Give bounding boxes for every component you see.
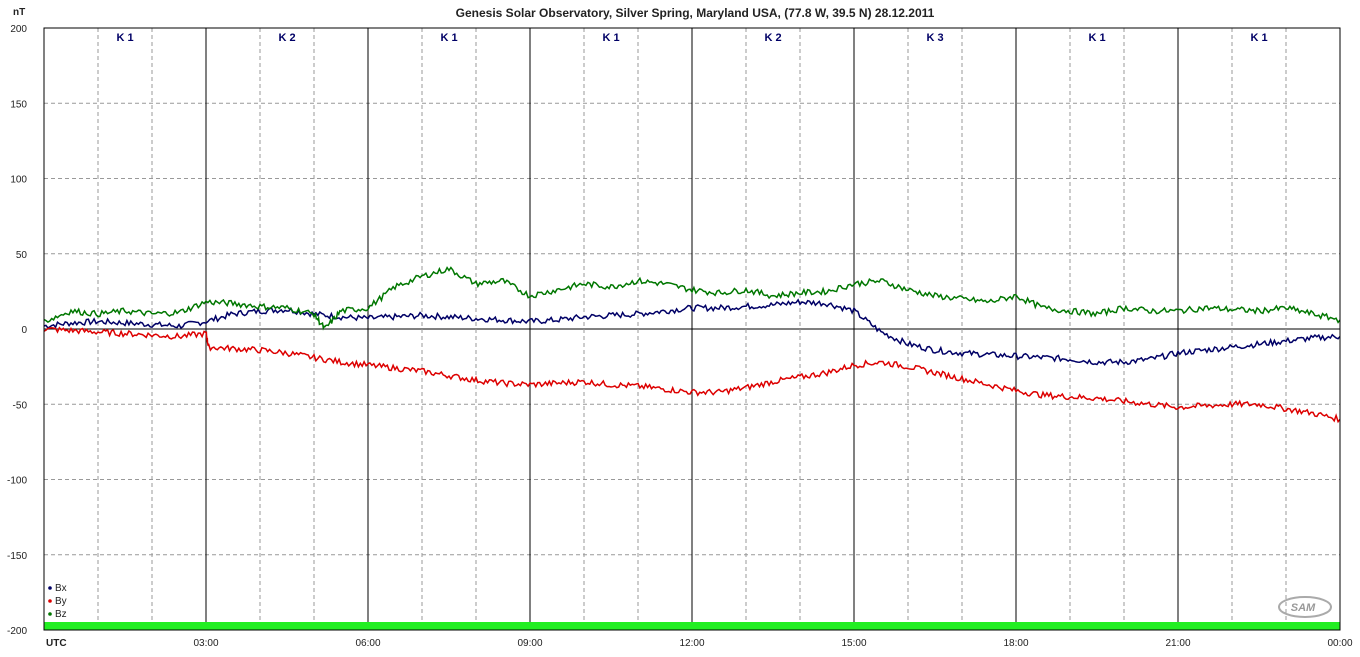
y-tick-label: -50 [13,400,28,411]
series-lines [43,266,1341,424]
sam-logo-text: SAM [1291,602,1316,614]
y-tick-label: -200 [7,626,27,637]
y-tick-label: 0 [21,325,27,336]
k-index-label: K 1 [440,32,457,44]
y-tick-label: -100 [7,476,27,487]
y-tick-label: -150 [7,551,27,562]
k-index-label: K 3 [926,32,943,44]
legend-marker [48,586,52,590]
x-tick-label: 03:00 [193,638,218,649]
x-tick-label: 18:00 [1003,638,1028,649]
k-index-label: K 1 [1250,32,1267,44]
x-tick-label: 15:00 [841,638,866,649]
x-tick-label: 12:00 [679,638,704,649]
series-line-by [43,326,1341,424]
x-tick-label: 09:00 [517,638,542,649]
x-axis-label: UTC [46,638,67,649]
y-tick-label: 50 [16,250,28,261]
chart-title: Genesis Solar Observatory, Silver Spring… [456,6,935,20]
legend-marker [48,599,52,603]
y-tick-label: 150 [10,99,27,110]
legend-label: Bz [55,609,67,620]
plot-frame [43,27,1341,631]
x-tick-label: 00:00 [1327,638,1352,649]
x-tick-label: 21:00 [1165,638,1190,649]
y-tick-labels: 200 150 100 50 0 -50 -100 -150 -200 [7,24,27,637]
k-index-label: K 2 [764,32,781,44]
k-index-label: K 1 [116,32,133,44]
k-index-labels: K 1 K 2 K 1 K 1 K 2 K 3 K 1 K 1 [116,32,1267,44]
legend: Bx By Bz [48,583,67,620]
legend-label: By [55,596,67,607]
series-line-bz [43,266,1341,331]
series-line-bx [43,298,1341,366]
y-axis-unit-label: nT [13,7,25,18]
y-tick-label: 200 [10,24,27,35]
k-index-label: K 1 [602,32,619,44]
sam-logo: SAM [1278,596,1332,618]
x-tick-labels: 03:00 06:00 09:00 12:00 15:00 18:00 21:00 00:00 [193,638,1352,649]
legend-label: Bx [55,583,67,594]
y-tick-label: 100 [10,175,27,186]
k-index-label: K 1 [1088,32,1105,44]
grid-lines [44,28,1340,630]
k-index-label: K 2 [278,32,295,44]
legend-marker [48,612,52,616]
x-tick-label: 06:00 [355,638,380,649]
baseline-bar [44,622,1340,630]
